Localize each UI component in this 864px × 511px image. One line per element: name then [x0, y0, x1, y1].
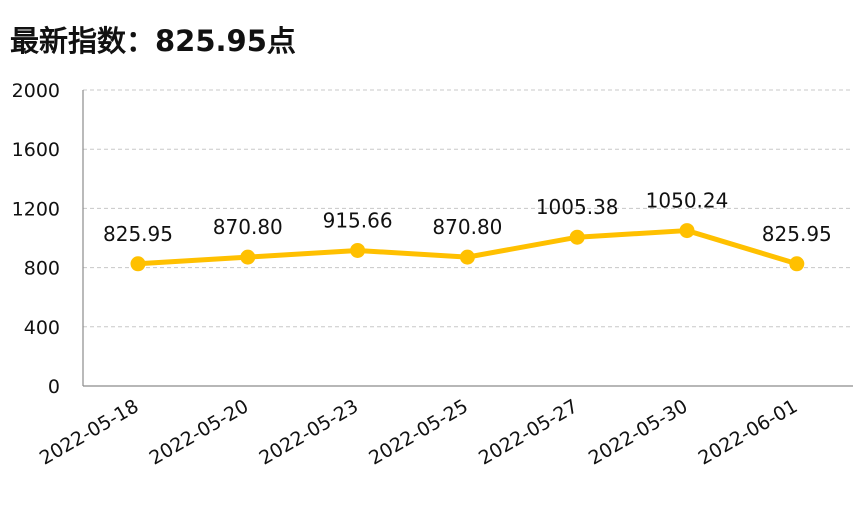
data-label: 825.95: [762, 222, 832, 246]
data-label: 915.66: [323, 208, 393, 232]
y-tick-label: 1200: [12, 198, 60, 220]
y-tick-label: 2000: [12, 80, 60, 102]
y-tick-labels: 0 400 800 1200 1600 2000: [12, 80, 60, 398]
data-label: 1050.24: [646, 189, 729, 213]
x-tick-label: 2022-05-18: [36, 395, 143, 469]
data-labels: 825.95 870.80 915.66 870.80 1005.38 1050.24 82…: [103, 189, 832, 246]
y-tick-label: 0: [48, 376, 60, 398]
x-tick-label: 2022-05-30: [585, 395, 692, 469]
x-tick-label: 2022-05-23: [255, 395, 362, 469]
x-tick-label: 2022-05-27: [475, 395, 582, 469]
data-label: 870.80: [432, 215, 502, 239]
data-points: [130, 223, 805, 272]
data-label: 825.95: [103, 222, 173, 246]
x-tick-label: 2022-06-01: [695, 395, 802, 469]
data-point: [569, 229, 585, 245]
x-tick-label: 2022-05-20: [146, 395, 253, 469]
gridlines: [83, 89, 853, 328]
data-point: [240, 249, 256, 265]
data-point: [679, 223, 695, 239]
axes: [82, 90, 853, 387]
chart-title: 最新指数：825.95点: [10, 24, 296, 58]
y-tick-label: 400: [24, 317, 60, 339]
data-point: [459, 249, 475, 265]
data-point: [350, 242, 366, 258]
x-tick-label: 2022-05-25: [365, 395, 472, 469]
data-point: [789, 256, 805, 272]
x-tick-labels: 2022-05-18 2022-05-20 2022-05-23 2022-05-25…: [36, 395, 801, 469]
data-label: 1005.38: [536, 195, 619, 219]
data-point: [130, 256, 146, 272]
y-tick-label: 1600: [12, 139, 60, 161]
data-label: 870.80: [213, 215, 283, 239]
y-tick-label: 800: [24, 258, 60, 280]
